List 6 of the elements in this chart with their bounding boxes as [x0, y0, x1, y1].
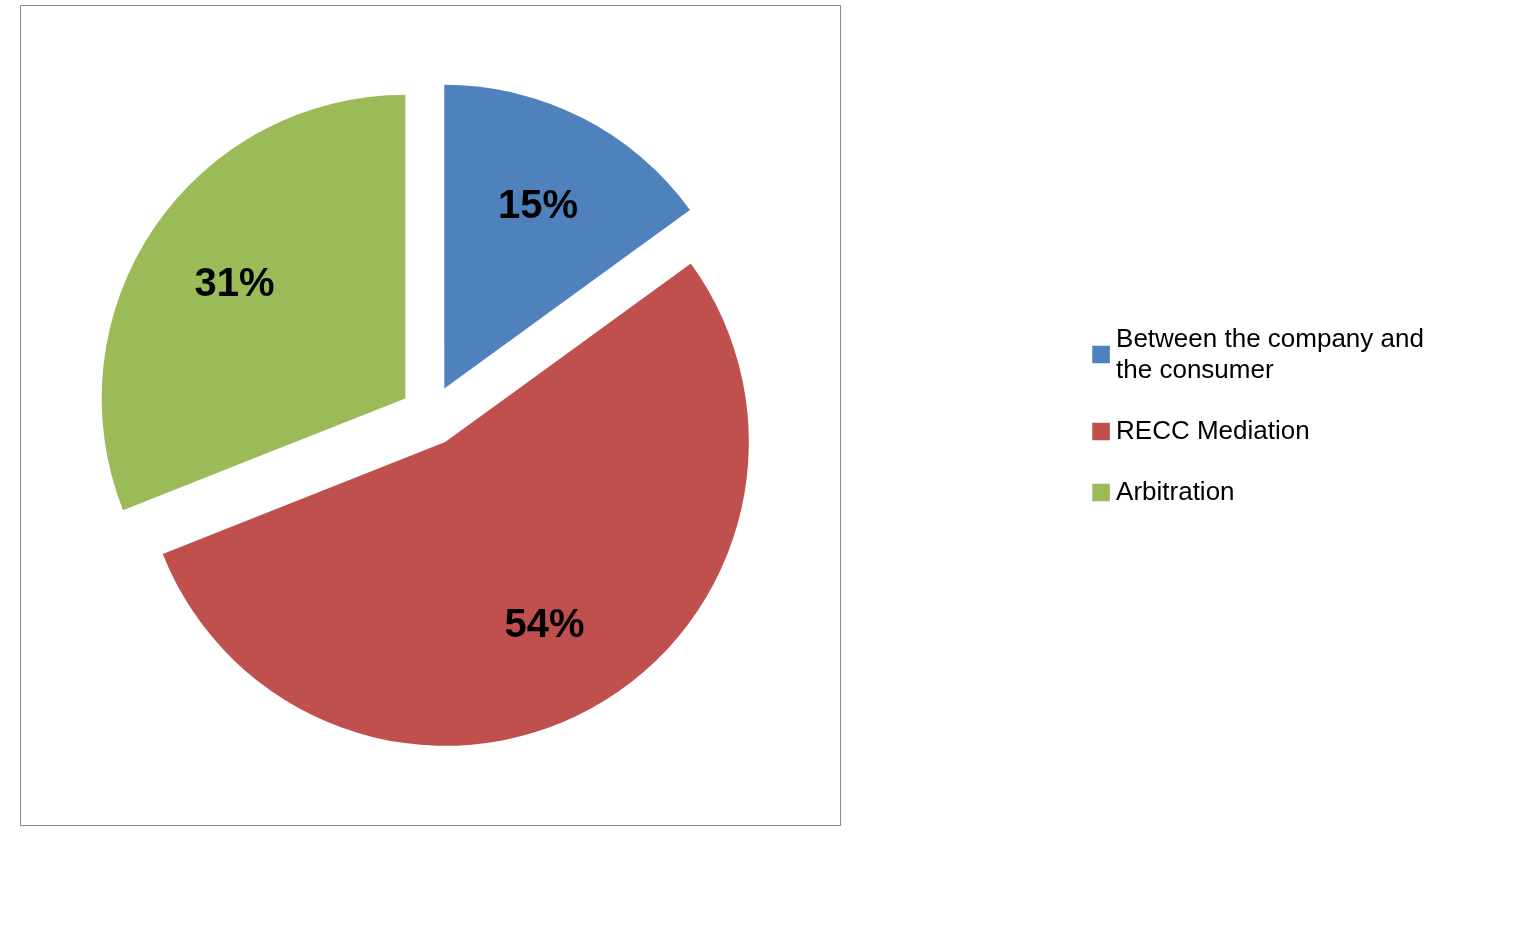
legend-label: Arbitration — [1116, 476, 1235, 507]
legend-label: Between the company and the consumer — [1116, 323, 1424, 385]
legend-label: RECC Mediation — [1116, 415, 1310, 446]
data-label: 15% — [498, 182, 579, 227]
data-label: 54% — [504, 601, 585, 646]
data-label: 31% — [194, 260, 275, 305]
